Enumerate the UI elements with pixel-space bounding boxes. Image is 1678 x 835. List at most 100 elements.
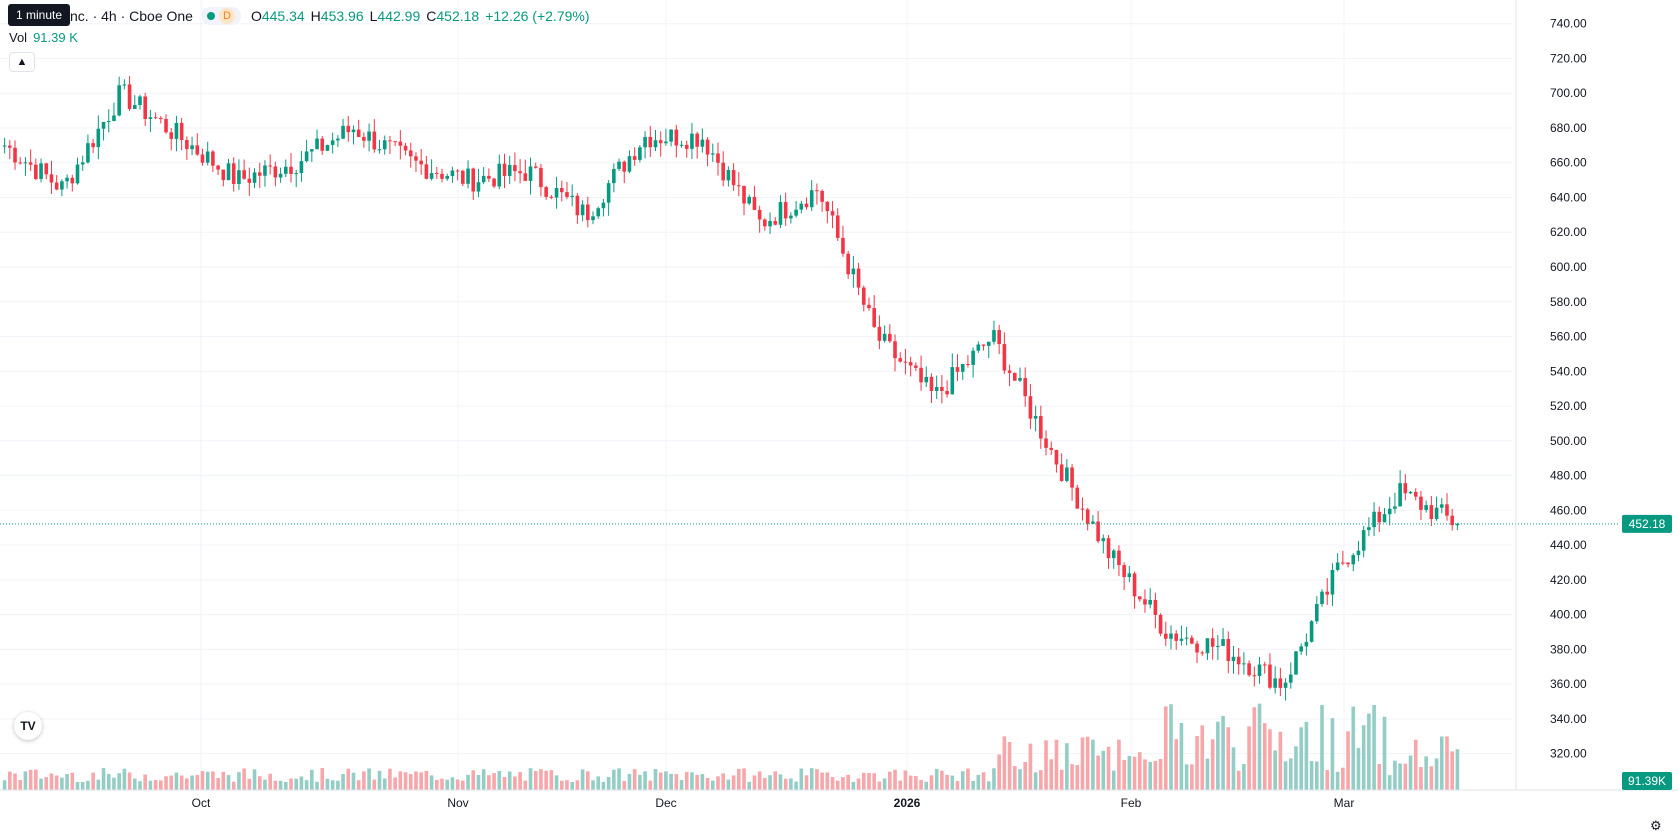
candle-body bbox=[898, 358, 903, 362]
candle-body bbox=[1367, 527, 1371, 531]
candle-body bbox=[481, 175, 486, 183]
symbol-title[interactable]: nc. · 4h · Cboe One bbox=[70, 8, 193, 24]
candle-body bbox=[315, 138, 319, 150]
volume-bar bbox=[164, 776, 168, 790]
candle-body bbox=[940, 386, 944, 391]
volume-bar bbox=[341, 774, 345, 790]
candle-body bbox=[1174, 633, 1179, 641]
volume-bar bbox=[929, 775, 934, 790]
candle-body bbox=[700, 139, 705, 147]
volume-legend[interactable]: Vol 91.39 K bbox=[9, 30, 78, 45]
candle-body bbox=[742, 185, 746, 204]
collapse-legend-button[interactable]: ▲ bbox=[9, 52, 35, 72]
candle-body bbox=[1351, 555, 1356, 565]
volume-bar bbox=[91, 772, 95, 790]
volume-bar bbox=[1393, 760, 1397, 790]
volume-bar bbox=[992, 768, 996, 790]
candle-body bbox=[549, 196, 554, 198]
volume-bar bbox=[586, 771, 590, 790]
price-tick-label: 460.00 bbox=[1550, 503, 1587, 517]
candle-body bbox=[247, 178, 252, 183]
candle-body bbox=[570, 195, 574, 197]
high-value: H453.96 bbox=[310, 8, 364, 24]
volume-bar bbox=[1242, 763, 1246, 790]
volume-bar bbox=[622, 781, 627, 790]
volume-bar bbox=[731, 775, 736, 790]
volume-bar bbox=[1346, 731, 1350, 790]
volume-bar bbox=[1163, 706, 1168, 790]
candle-body bbox=[1205, 638, 1210, 654]
candle-body bbox=[955, 367, 960, 372]
candle-body bbox=[705, 139, 710, 155]
volume-bar bbox=[570, 781, 574, 790]
volume-bar bbox=[49, 773, 54, 790]
volume-bar bbox=[39, 778, 43, 790]
volume-bar bbox=[393, 777, 397, 790]
price-axis: 320.00 340.00 360.00 380.00 400.00 420.00 440.… bbox=[1515, 0, 1587, 790]
volume-bar bbox=[1012, 766, 1017, 790]
volume-bar bbox=[153, 779, 158, 790]
candle-body bbox=[533, 166, 538, 168]
price-tick-label: 520.00 bbox=[1550, 399, 1587, 413]
volume-bar bbox=[674, 774, 679, 790]
volume-bar bbox=[263, 779, 267, 790]
candle-body bbox=[1195, 643, 1199, 653]
volume-bar bbox=[195, 775, 200, 790]
price-tick-label: 400.00 bbox=[1550, 608, 1587, 622]
volume-bar bbox=[330, 780, 335, 790]
candle-body bbox=[382, 140, 387, 150]
volume-bar bbox=[1252, 707, 1257, 790]
gear-icon[interactable]: ⚙ bbox=[1650, 818, 1662, 833]
volume-bar bbox=[763, 777, 767, 790]
candle-body bbox=[783, 202, 788, 219]
candle-body bbox=[96, 128, 101, 148]
candle-body bbox=[861, 287, 866, 305]
tradingview-logo[interactable]: TV bbox=[14, 712, 42, 740]
last-volume-label-text: 91.39K bbox=[1628, 774, 1666, 788]
status-dots[interactable]: D bbox=[200, 7, 241, 25]
symbol-legend[interactable]: nc. · 4h · Cboe One D O445.34 H453.96 L4… bbox=[8, 6, 590, 26]
volume-bar bbox=[481, 769, 486, 790]
volume-bar bbox=[179, 775, 184, 790]
candle-body bbox=[643, 136, 647, 148]
candle-body bbox=[794, 209, 798, 216]
volume-bar bbox=[914, 776, 918, 790]
volume-bar bbox=[1372, 704, 1376, 790]
volume-bar bbox=[950, 775, 955, 790]
volume-bar bbox=[596, 776, 601, 790]
volume-bar bbox=[877, 781, 882, 790]
candle-body bbox=[601, 202, 606, 209]
candle-body bbox=[830, 211, 835, 216]
volume-bar bbox=[695, 774, 699, 790]
candle-body bbox=[1012, 372, 1017, 381]
volume-bar bbox=[299, 776, 304, 790]
volume-bar bbox=[1158, 758, 1163, 790]
price-tick-label: 740.00 bbox=[1550, 17, 1587, 31]
volume-bar bbox=[70, 772, 75, 790]
candle-body bbox=[1148, 599, 1152, 605]
change-value: +12.26 (+2.79%) bbox=[485, 8, 590, 24]
price-tick-label: 360.00 bbox=[1550, 677, 1587, 691]
candle-body bbox=[1273, 678, 1277, 688]
candle-body bbox=[908, 362, 913, 366]
candle-body bbox=[1236, 656, 1241, 665]
volume-bar bbox=[955, 780, 960, 790]
candle-body bbox=[757, 209, 762, 220]
volume-bar bbox=[112, 777, 116, 790]
volume-bar bbox=[1288, 758, 1293, 790]
candle-body bbox=[945, 390, 949, 395]
volume-bar bbox=[34, 769, 38, 790]
candle-body bbox=[679, 144, 684, 146]
volume-bar bbox=[1200, 725, 1205, 790]
candle-body bbox=[127, 84, 132, 109]
volume-bar bbox=[44, 777, 49, 790]
candle-body bbox=[872, 308, 876, 327]
volume-bar bbox=[382, 778, 387, 790]
candle-body bbox=[211, 151, 215, 166]
candle-body bbox=[86, 143, 90, 163]
candle-body bbox=[559, 188, 564, 193]
candle-body bbox=[950, 367, 955, 395]
volume-bar bbox=[127, 772, 132, 790]
